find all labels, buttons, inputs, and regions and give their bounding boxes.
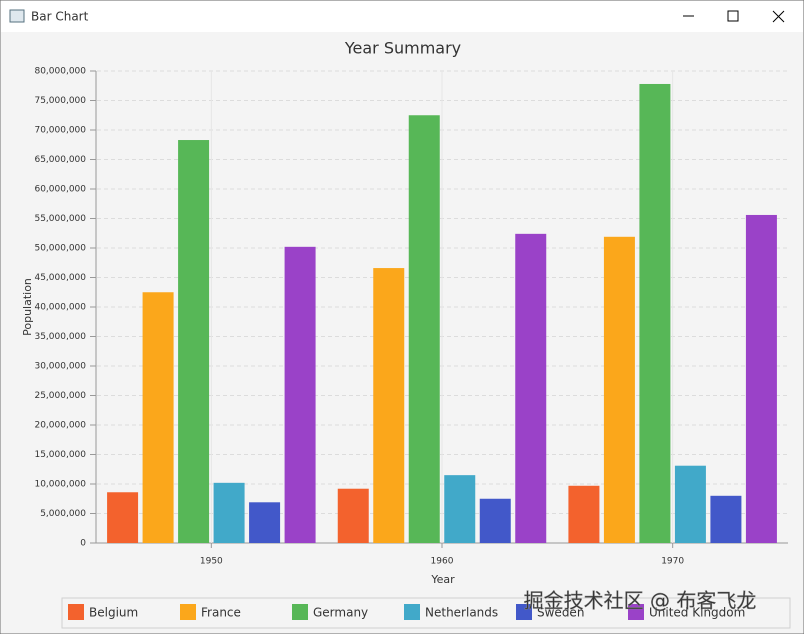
bar	[568, 485, 600, 543]
legend-box	[61, 597, 791, 629]
bar	[515, 233, 547, 543]
window-title: Bar Chart	[31, 10, 89, 24]
y-tick-label: 45,000,000	[34, 273, 86, 283]
y-tick-label: 80,000,000	[34, 67, 86, 77]
x-tick-label: 1950	[200, 557, 223, 567]
y-tick-label: 70,000,000	[34, 126, 86, 136]
bar	[142, 292, 174, 543]
y-tick-label: 35,000,000	[34, 332, 86, 342]
y-tick-label: 10,000,000	[34, 480, 86, 490]
legend-swatch	[292, 604, 308, 620]
bar	[373, 268, 405, 543]
maximize-button[interactable]	[727, 10, 739, 22]
legend-label: Germany	[313, 606, 368, 620]
x-tick-label: 1970	[661, 557, 684, 567]
bar	[408, 115, 440, 543]
y-tick-label: 5,000,000	[40, 509, 86, 519]
close-button[interactable]	[772, 10, 785, 23]
y-tick-label: 0	[80, 539, 86, 549]
y-tick-label: 55,000,000	[34, 214, 86, 224]
legend-swatch	[628, 604, 644, 620]
y-axis-title: Population	[21, 278, 34, 336]
bar	[745, 214, 777, 543]
bar	[213, 482, 245, 543]
legend-label: Sweden	[537, 606, 584, 620]
chart-title: Year Summary	[344, 39, 461, 58]
watermark: 掘金技术社区 @ 布客飞龙	[524, 589, 757, 613]
legend-label: Netherlands	[425, 606, 498, 620]
title-bar	[1, 1, 803, 32]
bar	[107, 492, 139, 543]
x-tick-label: 1960	[431, 557, 454, 567]
y-tick-label: 40,000,000	[34, 303, 86, 313]
bar	[337, 488, 369, 543]
y-tick-label: 50,000,000	[34, 244, 86, 254]
y-tick-label: 65,000,000	[34, 155, 86, 165]
bar	[249, 502, 281, 543]
y-tick-label: 15,000,000	[34, 450, 86, 460]
bar	[444, 475, 476, 543]
y-tick-label: 60,000,000	[34, 185, 86, 195]
bar	[710, 495, 742, 543]
y-tick-label: 75,000,000	[34, 96, 86, 106]
legend-label: Belgium	[89, 606, 138, 620]
bar	[178, 140, 210, 543]
y-tick-label: 20,000,000	[34, 421, 86, 431]
legend-label: France	[201, 606, 241, 620]
legend-swatch	[68, 604, 84, 620]
app-icon	[9, 9, 25, 23]
bar	[479, 498, 511, 543]
x-axis-title: Year	[430, 573, 455, 586]
legend-label: United Kingdom	[649, 606, 745, 620]
bar	[639, 83, 671, 543]
bar	[603, 236, 635, 544]
y-tick-label: 25,000,000	[34, 391, 86, 401]
y-tick-label: 30,000,000	[34, 362, 86, 372]
legend-swatch	[516, 604, 532, 620]
bar	[674, 465, 706, 543]
legend-swatch	[180, 604, 196, 620]
bar	[284, 246, 316, 543]
legend-swatch	[404, 604, 420, 620]
